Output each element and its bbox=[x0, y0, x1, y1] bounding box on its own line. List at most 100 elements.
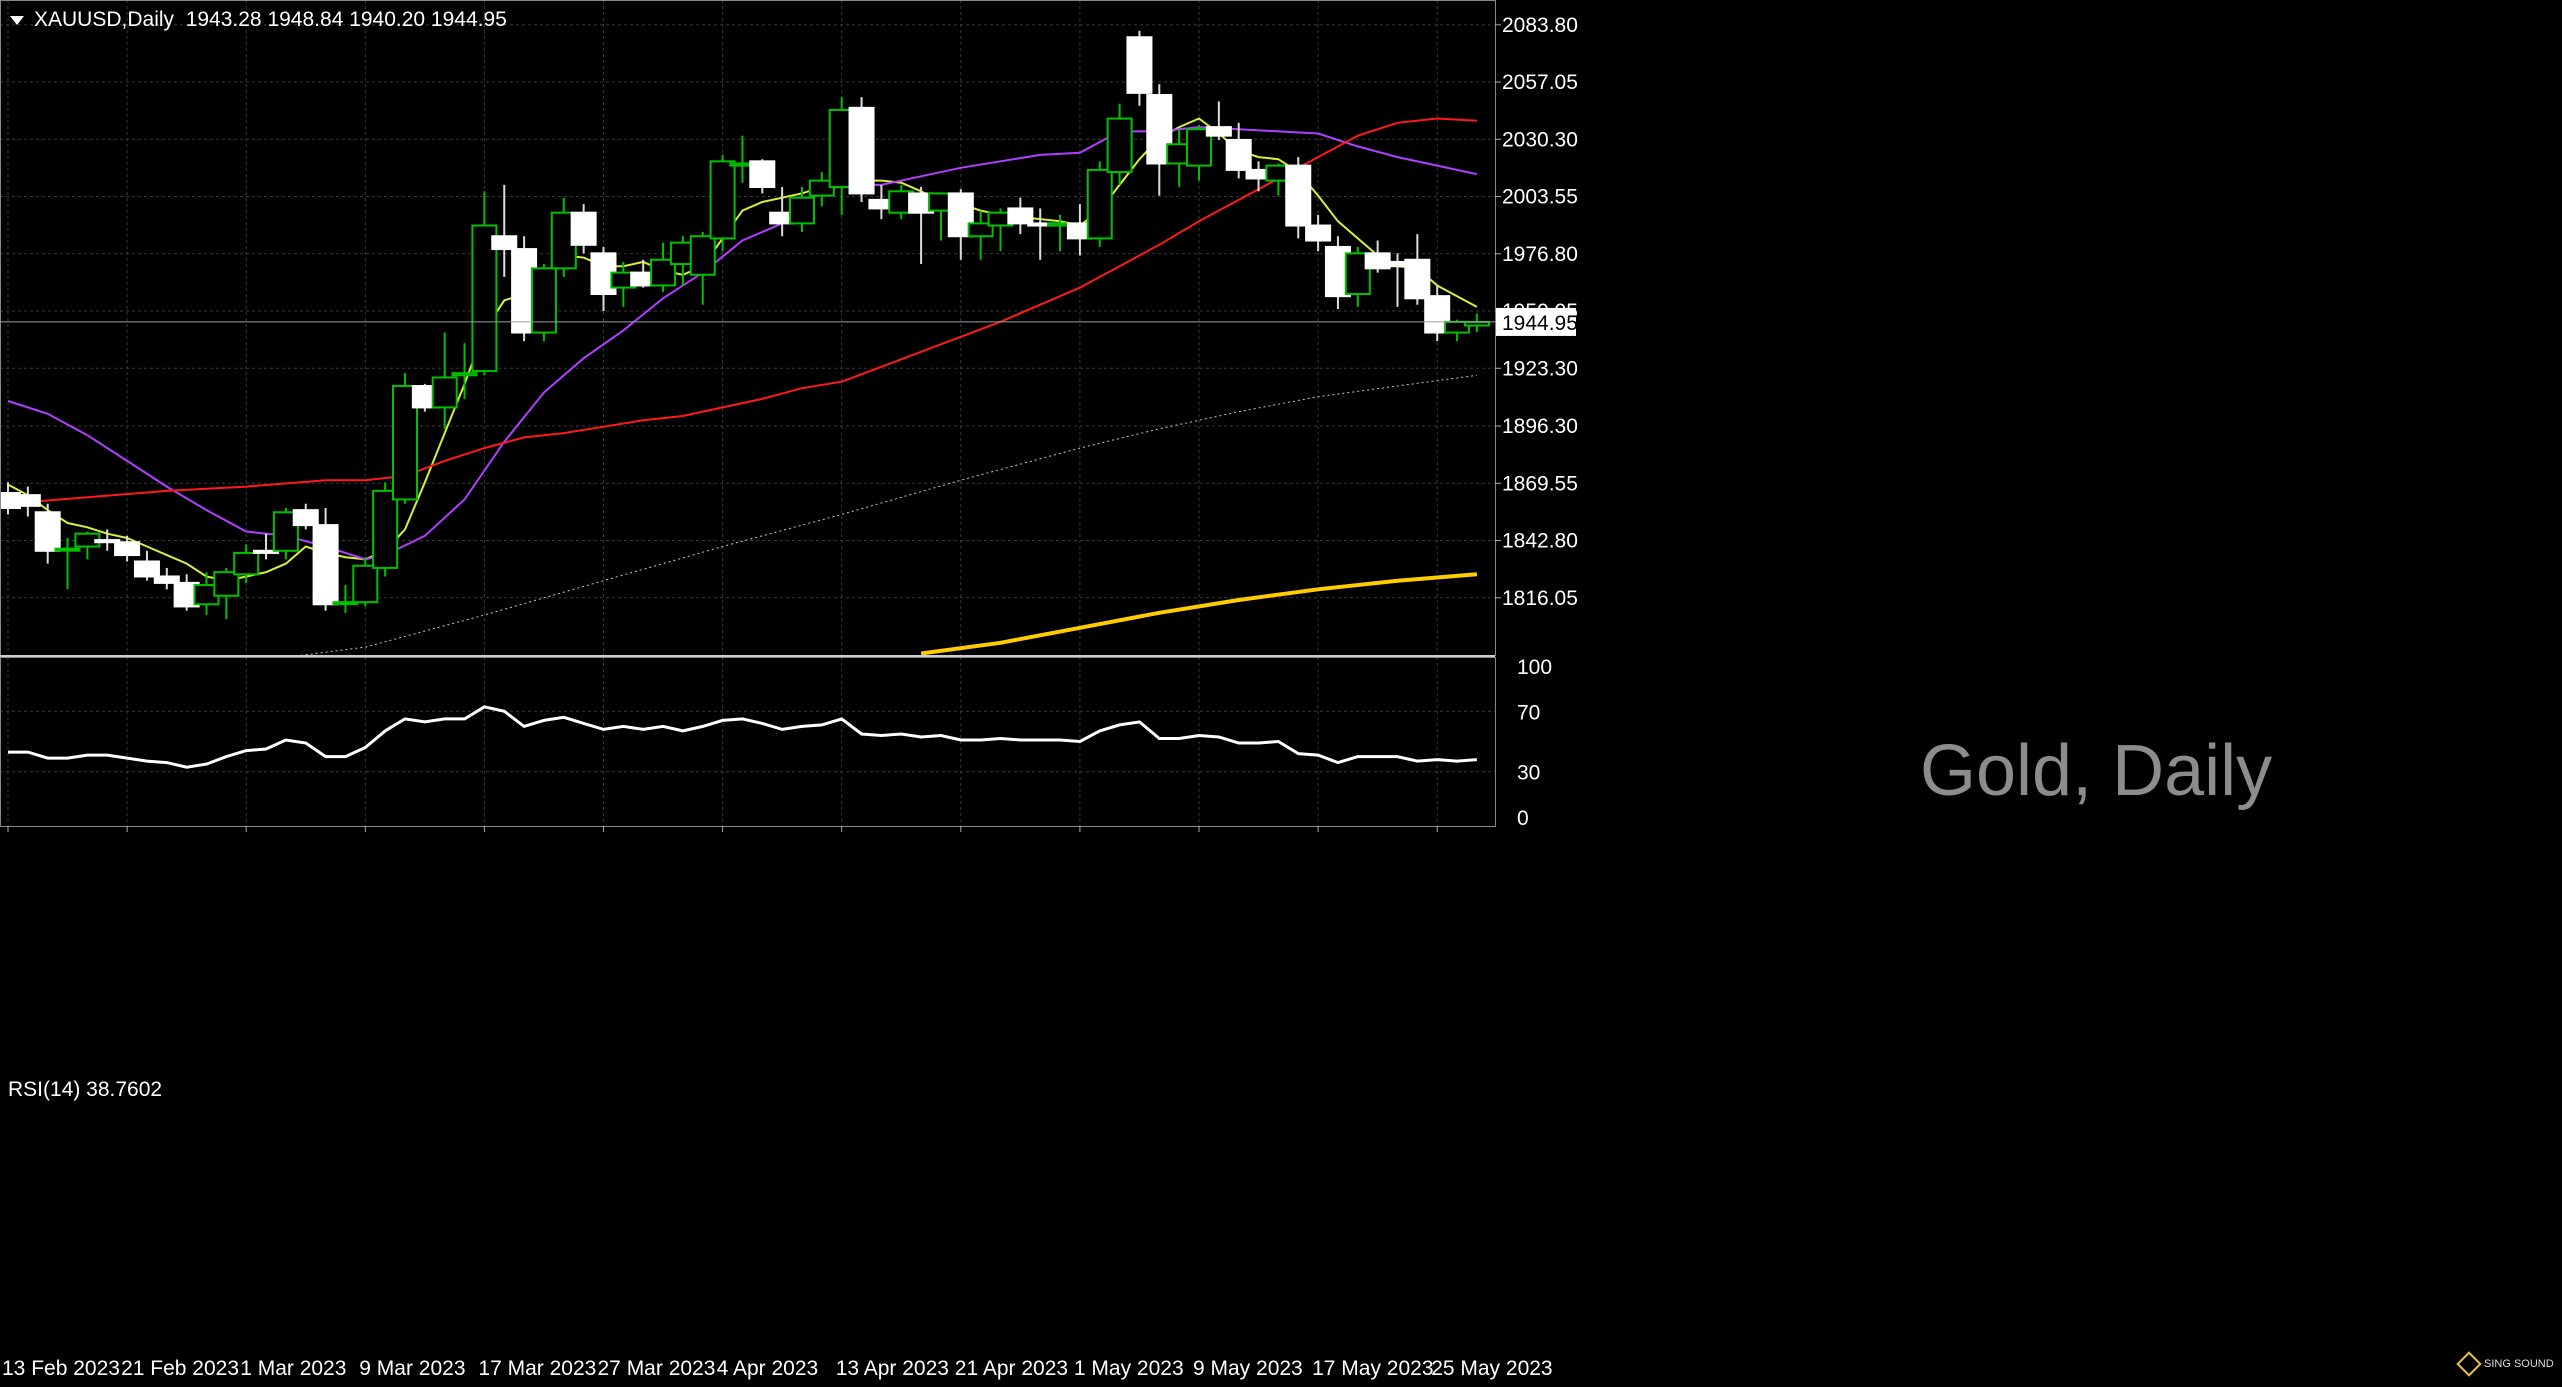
candle-body bbox=[114, 541, 141, 557]
candle-body bbox=[451, 372, 478, 377]
diamond-logo-icon bbox=[2456, 1351, 2482, 1377]
candle-body bbox=[133, 560, 160, 578]
price-tick-label: 2030.30 bbox=[1502, 128, 1578, 151]
candle-body bbox=[808, 179, 835, 197]
candle-body bbox=[709, 160, 736, 240]
rsi-indicator bbox=[8, 705, 1478, 769]
rsi-header: RSI(14) 38.7602 bbox=[8, 1078, 163, 1101]
candle-body bbox=[1285, 164, 1312, 227]
current-price-label: 1944.95 bbox=[1502, 312, 1578, 335]
rsi-tick-label: 100 bbox=[1517, 656, 1552, 679]
date-tick-label: 17 Mar 2023 bbox=[478, 1357, 596, 1380]
candle bbox=[630, 259, 657, 288]
candle bbox=[94, 529, 121, 551]
price-tick-label: 2003.55 bbox=[1502, 186, 1578, 209]
price-pane-border bbox=[0, 0, 1496, 656]
candle bbox=[1086, 161, 1113, 247]
chart-grid bbox=[0, 0, 1495, 826]
candle bbox=[1285, 157, 1312, 239]
candle bbox=[709, 154, 736, 252]
candle-body bbox=[1106, 117, 1133, 174]
candle bbox=[1305, 214, 1332, 252]
candle bbox=[114, 535, 141, 562]
candle bbox=[908, 187, 935, 265]
candle-body bbox=[491, 235, 518, 251]
candle-body bbox=[1463, 320, 1490, 327]
candle bbox=[1126, 30, 1153, 106]
candle-body bbox=[153, 575, 180, 584]
current-price-box bbox=[1496, 307, 1576, 336]
candle-body bbox=[431, 376, 458, 409]
candle-body bbox=[530, 267, 557, 334]
price-tick-label: 1816.05 bbox=[1502, 587, 1578, 610]
candle-body bbox=[14, 494, 41, 507]
rsi-pane-border bbox=[0, 657, 1496, 827]
symbol-name: XAUUSD,Daily bbox=[34, 8, 175, 31]
candle bbox=[1225, 122, 1252, 179]
ma-line-ma_very_slow bbox=[300, 374, 1477, 655]
candle bbox=[213, 567, 240, 620]
candle-body bbox=[54, 547, 81, 552]
candle bbox=[1007, 197, 1034, 235]
rsi-tick-label: 30 bbox=[1517, 762, 1540, 785]
candle bbox=[352, 557, 379, 607]
candle bbox=[848, 97, 875, 202]
price-tick-label: 1869.55 bbox=[1502, 472, 1578, 495]
candle bbox=[749, 159, 776, 194]
collapse-triangle-icon[interactable] bbox=[10, 15, 24, 25]
candle bbox=[491, 184, 518, 277]
ohlc-values: 1943.28 1948.84 1940.20 1944.95 bbox=[185, 8, 507, 31]
candle bbox=[789, 187, 815, 232]
candle bbox=[689, 231, 716, 305]
date-tick-label: 13 Apr 2023 bbox=[836, 1357, 949, 1380]
date-tick-label: 27 Mar 2023 bbox=[598, 1357, 716, 1380]
candle-body bbox=[94, 539, 121, 544]
candle bbox=[471, 191, 498, 376]
candle-body bbox=[372, 489, 399, 569]
candle-body bbox=[689, 235, 716, 276]
date-tick-label: 21 Apr 2023 bbox=[955, 1357, 1068, 1380]
date-tick-label: 4 Apr 2023 bbox=[717, 1357, 819, 1380]
candle bbox=[14, 486, 41, 517]
broker-logo: SING SOUND bbox=[2456, 1351, 2554, 1377]
candle-body bbox=[749, 160, 776, 189]
candle-body bbox=[1305, 224, 1332, 242]
candle bbox=[292, 503, 319, 530]
candle bbox=[1066, 204, 1093, 256]
candle bbox=[570, 204, 597, 254]
candle-body bbox=[789, 196, 815, 225]
candle-body bbox=[1225, 138, 1252, 171]
rsi-line bbox=[8, 705, 1478, 769]
candle bbox=[530, 264, 557, 342]
date-tick-label: 9 Mar 2023 bbox=[359, 1357, 465, 1380]
candle-body bbox=[233, 551, 260, 576]
candle-body bbox=[1364, 252, 1391, 270]
candle bbox=[74, 531, 101, 560]
price-tick-label: 1842.80 bbox=[1502, 530, 1578, 553]
candle-body bbox=[1126, 36, 1153, 94]
chart-watermark: Gold, Daily bbox=[1920, 731, 2273, 811]
rsi-tick-label: 70 bbox=[1517, 701, 1540, 724]
candle bbox=[34, 503, 61, 564]
candle bbox=[153, 567, 180, 590]
ma-line-ma_200 bbox=[920, 572, 1478, 655]
date-tick-label: 25 May 2023 bbox=[1431, 1357, 1552, 1380]
candle bbox=[1364, 240, 1391, 273]
date-tick-label: 9 May 2023 bbox=[1193, 1357, 1303, 1380]
rsi-tick-label: 0 bbox=[1517, 807, 1529, 830]
candle bbox=[1146, 84, 1173, 196]
candlesticks bbox=[0, 30, 1490, 620]
candle bbox=[372, 482, 399, 577]
candle bbox=[312, 507, 339, 611]
price-tick-label: 1976.80 bbox=[1502, 243, 1578, 266]
candle bbox=[332, 585, 359, 613]
candle bbox=[1424, 285, 1451, 342]
candle-body bbox=[1205, 126, 1232, 137]
candle bbox=[451, 343, 478, 399]
candle bbox=[808, 172, 835, 207]
ma-line-ma_mid bbox=[7, 126, 1478, 561]
candle bbox=[54, 537, 81, 590]
candle bbox=[1404, 234, 1431, 305]
chart-axes: 1816.051842.801869.551896.301923.301950.… bbox=[0, 0, 1578, 1380]
